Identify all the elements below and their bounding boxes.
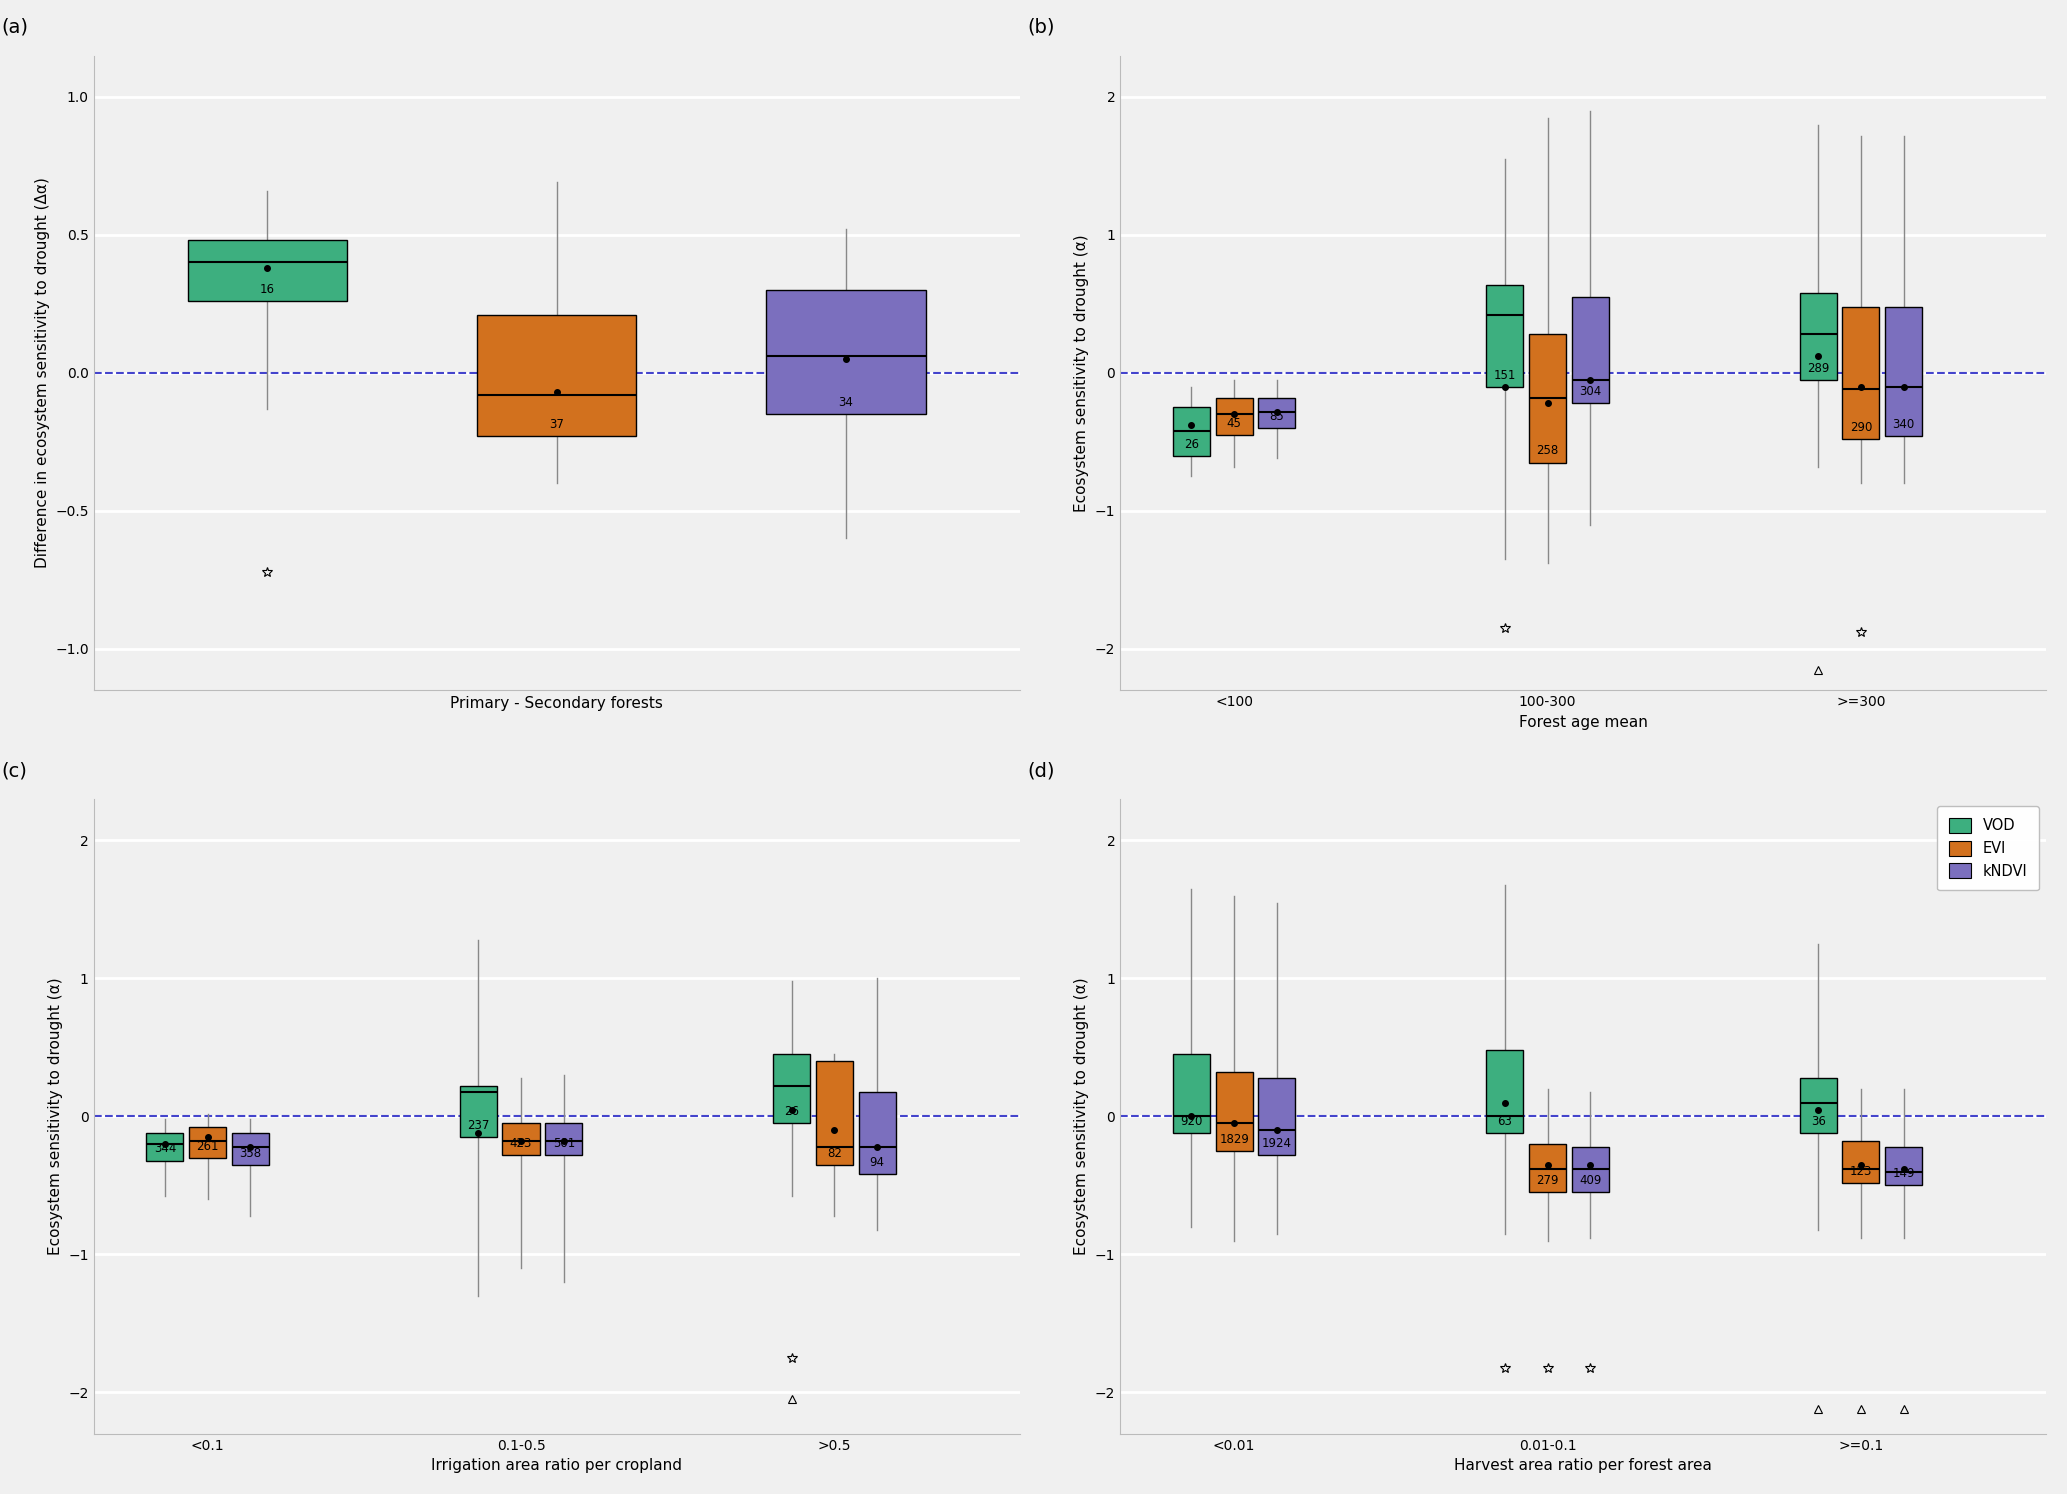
Text: 36: 36 [1811, 1115, 1825, 1128]
Text: 82: 82 [827, 1146, 841, 1159]
FancyBboxPatch shape [459, 1086, 496, 1137]
Text: 340: 340 [1893, 418, 1914, 432]
Text: 304: 304 [1579, 385, 1602, 397]
FancyBboxPatch shape [188, 1128, 225, 1158]
FancyBboxPatch shape [1885, 306, 1922, 436]
Text: 26: 26 [1184, 438, 1199, 451]
FancyBboxPatch shape [1486, 284, 1523, 387]
Text: 151: 151 [1494, 369, 1515, 381]
Text: 289: 289 [1807, 362, 1829, 375]
Text: 123: 123 [1850, 1164, 1873, 1177]
FancyBboxPatch shape [1800, 293, 1838, 379]
FancyBboxPatch shape [1259, 397, 1296, 429]
Text: 1924: 1924 [1263, 1137, 1292, 1150]
Text: (c): (c) [2, 760, 27, 780]
Text: 149: 149 [1893, 1167, 1914, 1180]
Text: (a): (a) [2, 18, 29, 36]
Text: (b): (b) [1027, 18, 1054, 36]
FancyBboxPatch shape [1172, 408, 1209, 456]
FancyBboxPatch shape [1571, 297, 1608, 403]
FancyBboxPatch shape [1800, 1077, 1838, 1132]
Text: 45: 45 [1226, 417, 1242, 430]
FancyBboxPatch shape [1530, 335, 1567, 463]
Text: 344: 344 [153, 1143, 176, 1155]
Y-axis label: Difference in ecosystem sensitivity to drought (Δα): Difference in ecosystem sensitivity to d… [35, 178, 50, 568]
Text: 94: 94 [870, 1156, 885, 1170]
FancyBboxPatch shape [773, 1055, 810, 1123]
FancyBboxPatch shape [477, 315, 637, 436]
Text: 423: 423 [511, 1137, 531, 1150]
FancyBboxPatch shape [1486, 1050, 1523, 1132]
FancyBboxPatch shape [1215, 1073, 1253, 1150]
FancyBboxPatch shape [1172, 1055, 1209, 1132]
Text: 279: 279 [1536, 1174, 1559, 1188]
Text: 26: 26 [783, 1106, 800, 1118]
Text: 358: 358 [240, 1146, 260, 1159]
FancyBboxPatch shape [546, 1123, 583, 1155]
FancyBboxPatch shape [188, 241, 347, 302]
Y-axis label: Ecosystem sensitivity to drought (α): Ecosystem sensitivity to drought (α) [48, 977, 62, 1255]
FancyBboxPatch shape [502, 1123, 539, 1155]
X-axis label: Irrigation area ratio per cropland: Irrigation area ratio per cropland [432, 1458, 682, 1473]
X-axis label: Forest age mean: Forest age mean [1519, 714, 1647, 729]
Text: 409: 409 [1579, 1174, 1602, 1188]
Text: 290: 290 [1850, 421, 1873, 435]
Text: 16: 16 [260, 282, 275, 296]
Y-axis label: Ecosystem sensitivity to drought (α): Ecosystem sensitivity to drought (α) [1075, 977, 1089, 1255]
Text: 34: 34 [839, 396, 854, 409]
Text: 37: 37 [550, 418, 564, 432]
X-axis label: Primary - Secondary forests: Primary - Secondary forests [451, 696, 664, 711]
FancyBboxPatch shape [1885, 1147, 1922, 1185]
FancyBboxPatch shape [1215, 397, 1253, 435]
Text: 63: 63 [1497, 1115, 1513, 1128]
FancyBboxPatch shape [147, 1132, 184, 1161]
Legend: VOD, EVI, kNDVI: VOD, EVI, kNDVI [1937, 807, 2038, 890]
Text: 258: 258 [1536, 445, 1559, 457]
FancyBboxPatch shape [1842, 1141, 1879, 1183]
FancyBboxPatch shape [1259, 1077, 1296, 1155]
FancyBboxPatch shape [1530, 1144, 1567, 1192]
Y-axis label: Ecosystem sensitivity to drought (α): Ecosystem sensitivity to drought (α) [1075, 235, 1089, 511]
Text: 501: 501 [552, 1137, 575, 1150]
Text: 237: 237 [467, 1119, 490, 1132]
FancyBboxPatch shape [816, 1061, 854, 1165]
Text: 85: 85 [1269, 409, 1284, 423]
FancyBboxPatch shape [767, 290, 926, 414]
FancyBboxPatch shape [1571, 1147, 1608, 1192]
Text: (d): (d) [1027, 760, 1054, 780]
FancyBboxPatch shape [858, 1092, 895, 1174]
Text: 261: 261 [196, 1140, 219, 1153]
Text: 920: 920 [1180, 1115, 1203, 1128]
X-axis label: Harvest area ratio per forest area: Harvest area ratio per forest area [1455, 1458, 1711, 1473]
Text: 1829: 1829 [1220, 1132, 1248, 1146]
FancyBboxPatch shape [232, 1132, 269, 1165]
FancyBboxPatch shape [1842, 306, 1879, 439]
